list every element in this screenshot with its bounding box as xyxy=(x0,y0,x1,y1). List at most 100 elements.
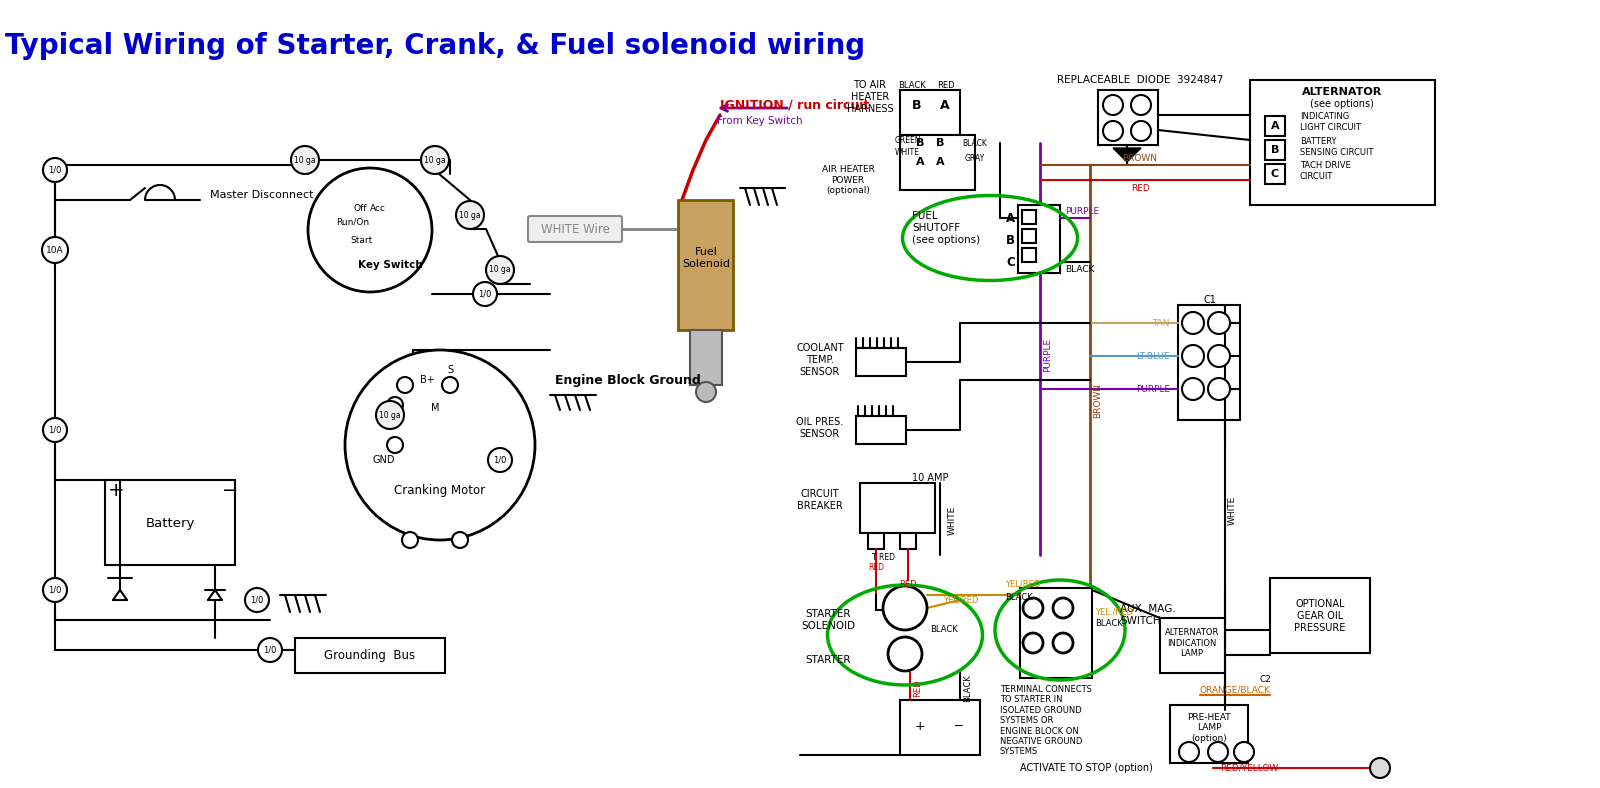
Text: C2: C2 xyxy=(1259,675,1270,685)
Text: PURPLE: PURPLE xyxy=(1066,206,1099,215)
Text: Grounding  Bus: Grounding Bus xyxy=(325,649,416,661)
Text: A: A xyxy=(941,98,950,111)
Text: 1/0: 1/0 xyxy=(264,645,277,655)
Text: LT.BLUE: LT.BLUE xyxy=(1136,351,1170,360)
Circle shape xyxy=(245,588,269,612)
Text: BLACK: BLACK xyxy=(930,626,958,634)
Text: BLACK: BLACK xyxy=(1066,266,1094,274)
Text: WHITE: WHITE xyxy=(947,505,957,534)
Text: YEL./RED: YEL./RED xyxy=(1094,608,1133,616)
Text: STARTER: STARTER xyxy=(805,655,851,665)
Text: TAN: TAN xyxy=(1152,318,1170,328)
Text: RED: RED xyxy=(938,80,955,90)
Bar xyxy=(1170,705,1248,763)
Text: A: A xyxy=(936,157,944,167)
Text: 1/0: 1/0 xyxy=(250,596,264,604)
Circle shape xyxy=(1053,633,1074,653)
Text: GREEN: GREEN xyxy=(894,136,922,144)
Text: 10 ga: 10 ga xyxy=(379,411,402,419)
Circle shape xyxy=(1022,633,1043,653)
Circle shape xyxy=(43,158,67,182)
Circle shape xyxy=(1022,598,1043,618)
Bar xyxy=(1250,80,1435,205)
Text: 1/0: 1/0 xyxy=(48,426,62,434)
Text: ORANGE/BLACK: ORANGE/BLACK xyxy=(1200,686,1270,694)
Text: (see options): (see options) xyxy=(1310,99,1374,109)
Text: Key Switch: Key Switch xyxy=(358,260,422,270)
Text: C: C xyxy=(1006,255,1014,269)
Text: Acc: Acc xyxy=(370,203,386,213)
Text: M: M xyxy=(430,403,440,413)
Text: Cranking Motor: Cranking Motor xyxy=(395,484,485,496)
Circle shape xyxy=(291,146,318,174)
Bar xyxy=(899,533,915,549)
Text: A: A xyxy=(1270,121,1280,131)
Circle shape xyxy=(42,237,67,263)
Bar xyxy=(899,135,974,190)
Text: Off: Off xyxy=(354,203,366,213)
Text: B+: B+ xyxy=(419,375,435,385)
Circle shape xyxy=(1370,758,1390,778)
Circle shape xyxy=(1208,378,1230,400)
Text: Typical Wiring of Starter, Crank, & Fuel solenoid wiring: Typical Wiring of Starter, Crank, & Fuel… xyxy=(5,32,866,60)
Text: OIL PRES.
SENSOR: OIL PRES. SENSOR xyxy=(797,417,843,439)
Text: WHITE: WHITE xyxy=(894,147,920,157)
Circle shape xyxy=(1131,95,1150,115)
Text: AUX. MAG.
SWITCH: AUX. MAG. SWITCH xyxy=(1120,604,1176,626)
Text: COOLANT
TEMP.
SENSOR: COOLANT TEMP. SENSOR xyxy=(797,344,843,377)
Bar xyxy=(1022,229,1037,243)
Text: BLACK: BLACK xyxy=(963,674,973,702)
Bar xyxy=(678,200,733,330)
Circle shape xyxy=(1102,121,1123,141)
Circle shape xyxy=(258,638,282,662)
Circle shape xyxy=(402,532,418,548)
Text: B: B xyxy=(915,138,925,148)
Text: 1/0: 1/0 xyxy=(48,165,62,174)
Text: YEL/RED: YEL/RED xyxy=(942,596,978,604)
FancyBboxPatch shape xyxy=(528,216,622,242)
Circle shape xyxy=(43,578,67,602)
Text: RED/YELLOW: RED/YELLOW xyxy=(1221,764,1278,772)
Circle shape xyxy=(387,397,403,413)
Text: PRE-HEAT
LAMP
(option): PRE-HEAT LAMP (option) xyxy=(1187,713,1230,743)
Text: 10 ga: 10 ga xyxy=(424,155,446,165)
Bar xyxy=(294,638,445,673)
Text: RED: RED xyxy=(867,563,883,573)
Text: 1/0: 1/0 xyxy=(478,289,491,299)
Text: GRAY: GRAY xyxy=(965,154,986,162)
Text: FUEL
SHUTOFF
(see options): FUEL SHUTOFF (see options) xyxy=(912,211,981,244)
Text: Engine Block Ground: Engine Block Ground xyxy=(555,374,701,386)
Text: +: + xyxy=(109,481,125,500)
Circle shape xyxy=(387,437,403,453)
Circle shape xyxy=(43,418,67,442)
Text: ALTERNATOR: ALTERNATOR xyxy=(1302,87,1382,97)
Text: S: S xyxy=(446,365,453,375)
Circle shape xyxy=(1053,598,1074,618)
Bar xyxy=(1266,140,1285,160)
Text: Battery: Battery xyxy=(146,516,195,530)
Text: From Key Switch: From Key Switch xyxy=(717,116,803,126)
Circle shape xyxy=(474,282,498,306)
Bar xyxy=(856,416,906,444)
Circle shape xyxy=(442,377,458,393)
Text: RED: RED xyxy=(914,679,922,697)
Text: BLACK: BLACK xyxy=(1005,593,1032,603)
Text: WHITE: WHITE xyxy=(1229,496,1237,525)
Text: Master Disconnect: Master Disconnect xyxy=(210,190,314,200)
Circle shape xyxy=(421,146,450,174)
Text: BLACK: BLACK xyxy=(898,80,926,90)
Text: A: A xyxy=(1006,211,1014,225)
Text: 1/0: 1/0 xyxy=(48,585,62,594)
Circle shape xyxy=(307,168,432,292)
Text: OPTIONAL
GEAR OIL
PRESSURE: OPTIONAL GEAR OIL PRESSURE xyxy=(1294,600,1346,633)
Bar xyxy=(690,330,722,385)
Text: 10 ga: 10 ga xyxy=(294,155,315,165)
Text: IGNITION / run circuit: IGNITION / run circuit xyxy=(720,98,869,111)
Polygon shape xyxy=(1114,148,1141,162)
Text: 10 ga: 10 ga xyxy=(459,210,482,220)
Bar xyxy=(1266,164,1285,184)
Text: Fuel
Solenoid: Fuel Solenoid xyxy=(682,247,730,269)
Text: YEL/RED: YEL/RED xyxy=(1005,579,1040,589)
Text: ALTERNATOR
INDICATION
LAMP: ALTERNATOR INDICATION LAMP xyxy=(1165,628,1219,658)
Text: INDICATING
LIGHT CIRCUIT: INDICATING LIGHT CIRCUIT xyxy=(1299,113,1362,132)
